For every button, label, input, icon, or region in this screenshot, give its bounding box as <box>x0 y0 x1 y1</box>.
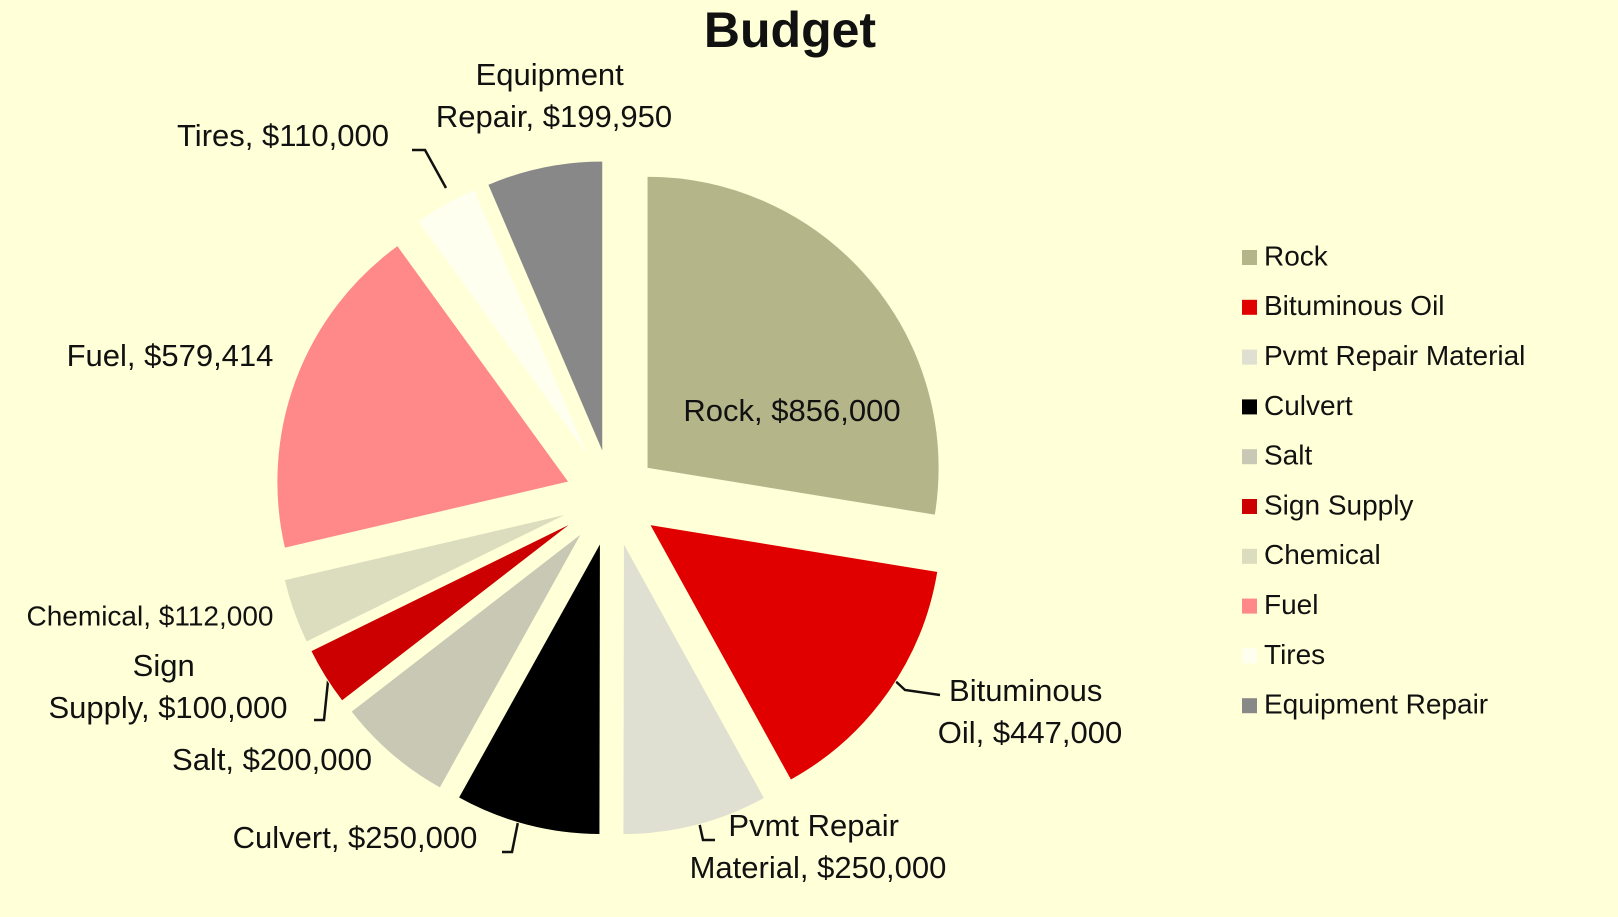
label-line: Pvmt Repair <box>728 808 907 843</box>
data-label: Culvert, $250,000 <box>233 820 478 855</box>
data-label: Sign Supply, $100,000 <box>48 648 287 725</box>
pie-slice <box>310 521 574 702</box>
label-line: Material, $250,000 <box>690 850 947 885</box>
legend-swatch <box>1242 648 1257 664</box>
label-line: Repair, $199,950 <box>436 99 672 134</box>
legend-swatch <box>1242 698 1257 714</box>
legend-swatch <box>1242 299 1257 315</box>
legend-swatch <box>1242 399 1257 415</box>
legend-swatch <box>1242 250 1257 265</box>
legend-label: Sign Supply <box>1264 489 1413 520</box>
pie <box>276 160 940 836</box>
legend-label: Culvert <box>1264 390 1353 421</box>
legend: Rock Bituminous Oil Pvmt Repair Material Cu… <box>1242 240 1525 720</box>
pie-slice <box>622 540 766 836</box>
pie-slice <box>350 532 583 789</box>
legend-swatch <box>1242 499 1257 514</box>
pie-slice <box>283 512 569 643</box>
legend-label: Tires <box>1264 639 1325 670</box>
legend-label: Equipment Repair <box>1264 689 1488 720</box>
data-label: Salt, $200,000 <box>172 742 372 777</box>
label-line: Supply, $100,000 <box>48 690 287 725</box>
legend-label: Bituminous Oil <box>1264 290 1445 321</box>
data-labels: Rock, $856,000 Bituminous Oil, $447,000 Pv… <box>27 57 1123 885</box>
legend-swatch <box>1242 349 1257 365</box>
pie-slice <box>417 188 590 459</box>
legend-label: Rock <box>1264 240 1329 271</box>
legend-label: Pvmt Repair Material <box>1264 340 1525 371</box>
pie-slice <box>276 244 570 549</box>
label-line: Oil, $447,000 <box>938 715 1122 750</box>
data-label: Fuel, $579,414 <box>67 338 274 373</box>
legend-swatch <box>1242 598 1257 614</box>
data-label: Bituminous Oil, $447,000 <box>938 673 1122 750</box>
pie-slice <box>487 160 604 454</box>
data-label: Rock, $856,000 <box>683 393 900 428</box>
legend-swatch <box>1242 449 1257 465</box>
data-label: Pvmt Repair Material, $250,000 <box>690 808 947 885</box>
data-label: Chemical, $112,000 <box>27 600 274 631</box>
data-label: Equipment Repair, $199,950 <box>436 57 672 134</box>
data-label: Tires, $110,000 <box>177 118 389 153</box>
pie-slice <box>457 540 601 836</box>
legend-label: Fuel <box>1264 589 1318 620</box>
chart-title: Budget <box>704 2 877 58</box>
legend-label: Salt <box>1264 440 1312 471</box>
label-line: Equipment <box>476 57 633 92</box>
label-line: Sign <box>133 648 204 683</box>
pie-slice <box>646 175 940 516</box>
leader-line <box>502 811 522 854</box>
pie-slice <box>648 523 939 781</box>
legend-label: Chemical <box>1264 539 1381 570</box>
label-line: Bituminous <box>949 673 1111 708</box>
leader-line <box>412 148 448 189</box>
legend-swatch <box>1242 548 1257 564</box>
